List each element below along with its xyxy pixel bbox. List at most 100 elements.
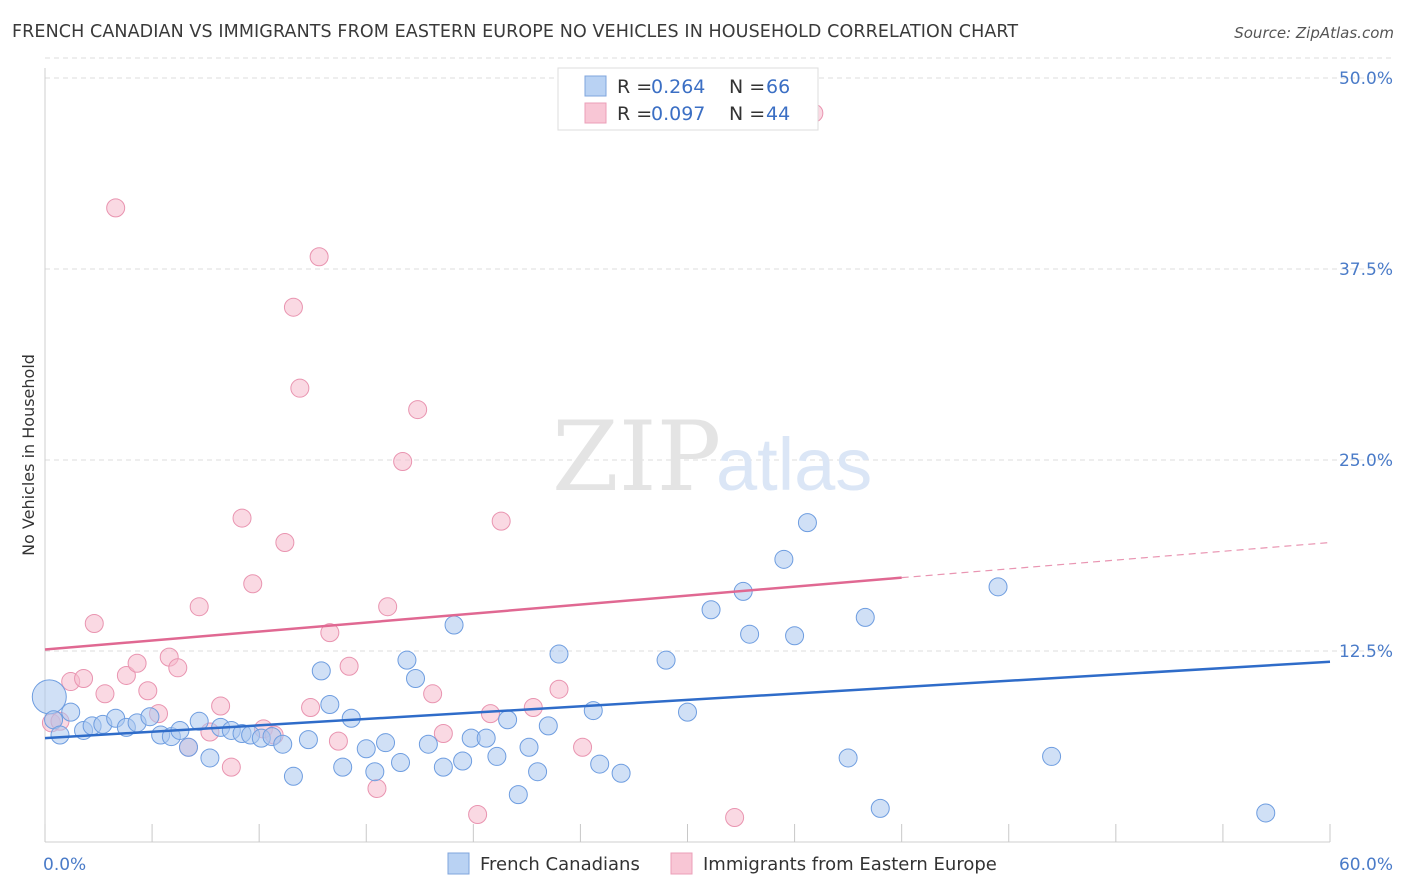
immigrants-point xyxy=(549,679,569,699)
french-canadian-point xyxy=(273,734,293,754)
legend-n-value-1: 66 xyxy=(766,76,790,98)
y-tick-label: 37.5% xyxy=(1339,260,1393,280)
immigrants-point xyxy=(378,597,398,617)
x-tick-label-max: 60.0% xyxy=(1339,855,1393,875)
french-canadian-point xyxy=(418,734,438,754)
immigrants-point xyxy=(301,698,321,718)
french-canadian-point xyxy=(701,600,721,620)
immigrants-point xyxy=(168,658,188,678)
french-canadian-point xyxy=(283,766,303,786)
x-ticks xyxy=(44,824,1331,842)
french-canadian-point xyxy=(487,746,507,766)
immigrants-point xyxy=(221,757,241,777)
french-canadian-point xyxy=(870,798,890,818)
french-canadian-points xyxy=(31,513,1276,823)
immigrants-point xyxy=(320,623,340,643)
trend-lines xyxy=(44,541,1331,740)
french-canadian-point xyxy=(178,737,198,757)
immigrants-point xyxy=(127,653,147,673)
french-canadian-point xyxy=(200,748,220,768)
immigrants-point xyxy=(491,511,511,531)
french-canadian-point xyxy=(988,577,1008,597)
immigrants-point xyxy=(328,731,348,751)
legend-r-value-1: 0.264 xyxy=(651,76,705,98)
source-label: Source: ZipAtlas.com xyxy=(1234,24,1394,42)
french-canadian-point xyxy=(1256,803,1276,823)
immigrants-point xyxy=(339,656,359,676)
immigrants-point xyxy=(74,669,94,689)
watermark-atlas: atlas xyxy=(716,423,872,506)
immigrants-point xyxy=(367,779,387,799)
french-canadian-point xyxy=(433,757,453,777)
french-canadian-point xyxy=(320,694,340,714)
french-canadian-point xyxy=(476,728,496,748)
french-canadian-trend-line xyxy=(44,660,1331,740)
immigrants-point xyxy=(468,804,488,824)
gridlines xyxy=(45,57,1392,652)
legend-n-label-2: N = xyxy=(729,103,765,125)
french-canadian-point xyxy=(590,754,610,774)
legend-n-label-1: N = xyxy=(729,76,765,98)
french-canadian-point xyxy=(444,615,464,635)
immigrants-point xyxy=(275,533,295,553)
french-canadian-point xyxy=(50,725,70,745)
french-canadian-point xyxy=(189,711,209,731)
french-canadian-point xyxy=(140,707,160,727)
immigrants-point xyxy=(309,247,329,267)
french-canadian-point xyxy=(855,607,875,627)
french-canadian-point xyxy=(538,716,558,736)
french-canadian-point xyxy=(1042,746,1062,766)
immigrants-point xyxy=(408,400,428,420)
immigrants-point xyxy=(480,704,500,724)
immigrants-trend-extension xyxy=(901,541,1331,579)
immigrants-trend-line xyxy=(44,576,902,651)
french-canadian-point xyxy=(838,748,858,768)
immigrants-point xyxy=(211,696,231,716)
french-canadian-point xyxy=(406,669,426,689)
immigrants-point xyxy=(393,452,413,472)
immigrants-point xyxy=(725,808,745,828)
bottom-legend: French Canadians Immigrants from Eastern… xyxy=(447,852,997,875)
french-canadian-point xyxy=(356,739,376,759)
french-canadian-point xyxy=(365,762,385,782)
bottom-legend-swatch-blue xyxy=(447,852,470,875)
legend-r-value-2: 0.097 xyxy=(651,103,705,125)
french-canadian-point xyxy=(656,650,676,670)
french-canadian-point xyxy=(528,762,548,782)
chart-title: FRENCH CANADIAN VS IMMIGRANTS FROM EASTE… xyxy=(12,22,1019,42)
french-canadian-point xyxy=(498,710,518,730)
immigrants-point xyxy=(423,684,443,704)
french-canadian-point xyxy=(376,733,396,753)
watermark-zip: ZIP xyxy=(552,401,721,513)
french-canadian-point xyxy=(519,737,539,757)
french-canadian-point xyxy=(311,661,331,681)
french-canadian-point xyxy=(678,702,697,722)
french-canadian-point xyxy=(453,751,473,771)
y-tick-label: 12.5% xyxy=(1339,642,1393,662)
french-canadian-point xyxy=(31,679,67,715)
immigrants-point xyxy=(243,574,263,594)
french-canadian-point xyxy=(785,626,805,646)
french-canadian-point xyxy=(740,624,760,644)
y-tick-label: 25.0% xyxy=(1339,451,1393,471)
immigrants-point xyxy=(189,597,209,617)
legend-swatch-blue xyxy=(584,75,607,97)
legend-n-value-2: 44 xyxy=(766,103,790,125)
immigrants-point xyxy=(138,681,158,701)
french-canadian-point xyxy=(549,644,569,664)
immigrants-point xyxy=(433,724,453,744)
y-axis-label: No Vehicles in Household xyxy=(19,354,38,556)
legend-swatch-pink xyxy=(584,102,607,124)
immigrants-point xyxy=(116,665,136,685)
french-canadian-point xyxy=(298,730,318,750)
legend-r-label-1: R = xyxy=(617,76,652,98)
y-tick-label: 50.0% xyxy=(1339,69,1393,89)
french-canadian-point xyxy=(774,549,794,569)
bottom-legend-label-2: Immigrants from Eastern Europe xyxy=(703,854,997,875)
french-canadian-point xyxy=(611,763,631,783)
legend: R = 0.264 N = 66 R = 0.097 N = 44 xyxy=(557,67,819,131)
x-tick-label-min: 0.0% xyxy=(43,855,86,875)
immigrants-point xyxy=(290,378,310,398)
immigrants-point xyxy=(95,684,115,704)
